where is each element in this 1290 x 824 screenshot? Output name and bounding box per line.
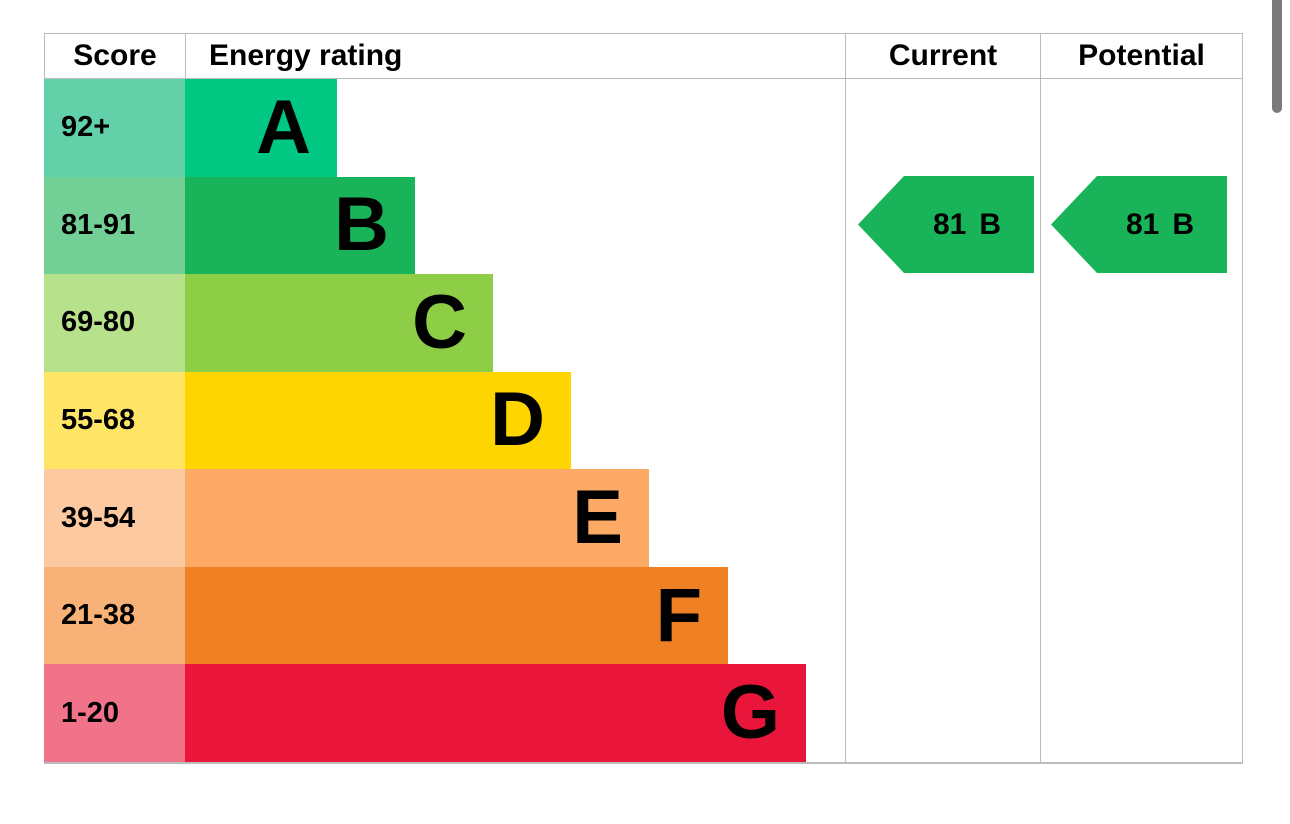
band-c-score: 69-80 <box>44 274 185 372</box>
potential-column: 81 B <box>1040 79 1243 762</box>
band-d-letter: D <box>490 377 545 463</box>
band-b-bar: B <box>185 176 415 275</box>
band-row-d: 55-68 D <box>44 371 1243 470</box>
band-d-score: 55-68 <box>44 371 185 470</box>
potential-rating-text: 81 B <box>1126 208 1194 242</box>
band-f-letter: F <box>655 572 702 658</box>
band-row-c: 69-80 C <box>44 274 1243 372</box>
chart-body: 92+ A 81-91 B 69-80 C 55-68 <box>44 79 1243 764</box>
band-f-score: 21-38 <box>44 566 185 665</box>
band-g-letter: G <box>720 670 780 756</box>
current-rating-arrow: 81 B <box>858 176 1034 273</box>
current-column: 81 B <box>845 79 1040 762</box>
band-g-bar: G <box>185 664 806 762</box>
band-b-score: 81-91 <box>44 176 185 275</box>
band-row-a: 92+ A <box>44 79 1243 177</box>
band-c-bar: C <box>185 274 493 372</box>
band-a-bar: A <box>185 79 337 177</box>
band-row-g: 1-20 G <box>44 664 1243 762</box>
current-rating-value: 81 <box>932 207 967 241</box>
column-header-energy-rating: Energy rating <box>185 34 845 78</box>
band-e-score: 39-54 <box>44 469 185 567</box>
band-a-letter: A <box>256 84 311 170</box>
band-f-bar: F <box>185 566 728 665</box>
band-a-score: 92+ <box>44 79 185 177</box>
band-d-bar: D <box>185 371 571 470</box>
current-rating-band: B <box>979 207 1002 241</box>
potential-rating-value: 81 <box>1125 207 1160 241</box>
band-b-letter: B <box>334 182 389 268</box>
band-e-bar: E <box>185 469 649 567</box>
potential-rating-arrow: 81 B <box>1051 176 1227 273</box>
column-header-score: Score <box>73 39 157 72</box>
scrollbar-thumb[interactable] <box>1272 0 1282 113</box>
band-row-e: 39-54 E <box>44 469 1243 567</box>
chart-header-row: Score Energy rating Current Potential <box>44 33 1243 79</box>
band-row-f: 21-38 F <box>44 566 1243 665</box>
band-row-b: 81-91 B <box>44 176 1243 275</box>
band-c-letter: C <box>412 279 467 365</box>
current-rating-text: 81 B <box>933 208 1001 242</box>
column-header-potential: Potential <box>1040 34 1242 78</box>
column-header-current: Current <box>845 34 1040 78</box>
band-g-score: 1-20 <box>44 664 185 762</box>
band-e-letter: E <box>572 475 623 561</box>
potential-rating-band: B <box>1172 207 1195 241</box>
epc-energy-rating-chart: Score Energy rating Current Potential 92… <box>44 33 1243 764</box>
